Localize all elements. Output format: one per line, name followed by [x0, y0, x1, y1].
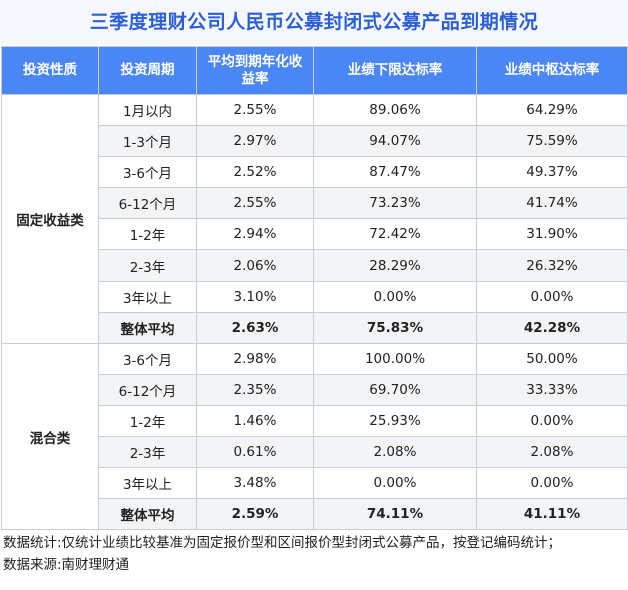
- lower-rate-cell: 100.00%: [313, 342, 477, 375]
- period-cell: 3年以上: [98, 280, 197, 313]
- period-cell: 6-12个月: [98, 187, 197, 220]
- lower-rate-cell: 74.11%: [313, 498, 477, 531]
- table-row: 3-6个月 2.52% 87.47% 49.37%: [2, 156, 628, 189]
- header-lower-rate: 业绩下限达标率: [313, 46, 477, 95]
- yield-cell: 3.48%: [196, 467, 314, 500]
- mid-rate-cell: 42.28%: [476, 311, 628, 344]
- table-row: 1-3个月 2.97% 94.07% 75.59%: [2, 125, 628, 158]
- lower-rate-cell: 94.07%: [313, 125, 477, 158]
- footnotes: 数据统计:仅统计业绩比较基准为固定报价型和区间报价型封闭式公募产品，按登记编码统…: [0, 530, 628, 576]
- yield-cell: 2.35%: [196, 373, 314, 406]
- lower-rate-cell: 25.93%: [313, 404, 477, 438]
- table-row: 1-2年 1.46% 25.93% 0.00%: [2, 404, 628, 438]
- yield-cell: 2.55%: [196, 187, 314, 220]
- yield-cell: 1.46%: [196, 404, 314, 438]
- period-cell: 2-3年: [98, 249, 197, 282]
- mid-rate-cell: 0.00%: [476, 404, 628, 438]
- mid-rate-cell: 41.11%: [476, 498, 628, 531]
- yield-cell: 2.63%: [196, 311, 314, 344]
- yield-cell: 2.06%: [196, 249, 314, 282]
- period-cell: 整体平均: [98, 311, 197, 344]
- table-row: 3年以上 3.10% 0.00% 0.00%: [2, 280, 628, 313]
- mid-rate-cell: 0.00%: [476, 467, 628, 500]
- mid-rate-cell: 49.37%: [476, 156, 628, 189]
- period-cell: 1-3个月: [98, 125, 197, 158]
- table-header-row: 投资性质 投资周期 平均到期年化收益率 业绩下限达标率 业绩中枢达标率: [1, 46, 628, 95]
- lower-rate-cell: 2.08%: [313, 436, 477, 469]
- yield-cell: 2.97%: [196, 125, 314, 158]
- footnote-stats: 数据统计:仅统计业绩比较基准为固定报价型和区间报价型封闭式公募产品，按登记编码统…: [3, 535, 562, 552]
- category-cell: 固定收益类: [1, 94, 99, 344]
- yield-cell: 2.94%: [196, 218, 314, 251]
- report-title: 三季度理财公司人民币公募封闭式公募产品到期情况: [0, 0, 628, 46]
- mid-rate-cell: 41.74%: [476, 187, 628, 220]
- period-cell: 2-3年: [98, 436, 197, 469]
- lower-rate-cell: 72.42%: [313, 218, 477, 251]
- header-investment-type: 投资性质: [1, 46, 99, 95]
- period-cell: 3年以上: [98, 467, 197, 500]
- lower-rate-cell: 75.83%: [313, 311, 477, 344]
- mid-rate-cell: 50.00%: [476, 342, 628, 375]
- footnote-source: 数据来源:南财理财通: [3, 557, 130, 574]
- table-row: 固定收益类 1月以内 2.55% 89.06% 64.29%: [1, 93, 628, 344]
- period-cell: 整体平均: [98, 498, 197, 531]
- yield-cell: 2.55%: [196, 93, 314, 127]
- table-row: 6-12个月 2.35% 69.70% 33.33%: [2, 373, 628, 406]
- lower-rate-cell: 69.70%: [313, 373, 477, 406]
- yield-cell: 2.98%: [196, 342, 314, 375]
- period-cell: 1-2年: [98, 218, 197, 251]
- table-row: 1-2年 2.94% 72.42% 31.90%: [2, 218, 628, 251]
- lower-rate-cell: 87.47%: [313, 156, 477, 189]
- yield-cell: 2.52%: [196, 156, 314, 189]
- header-avg-yield-text: 平均到期年化收益率: [207, 53, 303, 87]
- table-body: 固定收益类 1月以内 2.55% 89.06% 64.29% 1-3个月 2.97% 94.0…: [1, 93, 628, 531]
- mid-rate-cell: 31.90%: [476, 218, 628, 251]
- period-cell: 6-12个月: [98, 373, 197, 406]
- period-cell: 1月以内: [98, 93, 197, 127]
- table-row: 整体平均 2.63% 75.83% 42.28%: [2, 311, 628, 344]
- lower-rate-cell: 89.06%: [313, 93, 477, 127]
- yield-cell: 3.10%: [196, 280, 314, 313]
- period-cell: 3-6个月: [98, 156, 197, 189]
- mid-rate-cell: 75.59%: [476, 125, 628, 158]
- lower-rate-cell: 73.23%: [313, 187, 477, 220]
- mid-rate-cell: 2.08%: [476, 436, 628, 469]
- lower-rate-cell: 0.00%: [313, 467, 477, 500]
- period-cell: 3-6个月: [98, 342, 197, 375]
- maturity-table: 投资性质 投资周期 平均到期年化收益率 业绩下限达标率 业绩中枢达标率 固定收益…: [1, 46, 628, 531]
- table-row: 混合类 3-6个月 2.98% 100.00% 50.00%: [1, 342, 628, 531]
- mid-rate-cell: 33.33%: [476, 373, 628, 406]
- table-row: 2-3年 2.06% 28.29% 26.32%: [2, 249, 628, 282]
- mid-rate-cell: 26.32%: [476, 249, 628, 282]
- table-row: 整体平均 2.59% 74.11% 41.11%: [2, 498, 628, 531]
- header-mid-rate: 业绩中枢达标率: [476, 46, 628, 95]
- mid-rate-cell: 64.29%: [476, 93, 628, 127]
- yield-cell: 0.61%: [196, 436, 314, 469]
- mid-rate-cell: 0.00%: [476, 280, 628, 313]
- period-cell: 1-2年: [98, 404, 197, 438]
- header-investment-period: 投资周期: [98, 46, 197, 95]
- lower-rate-cell: 0.00%: [313, 280, 477, 313]
- header-avg-yield: 平均到期年化收益率: [196, 46, 314, 95]
- lower-rate-cell: 28.29%: [313, 249, 477, 282]
- category-cell: 混合类: [1, 342, 99, 531]
- table-row: 6-12个月 2.55% 73.23% 41.74%: [2, 187, 628, 220]
- table-row: 3年以上 3.48% 0.00% 0.00%: [2, 467, 628, 500]
- yield-cell: 2.59%: [196, 498, 314, 531]
